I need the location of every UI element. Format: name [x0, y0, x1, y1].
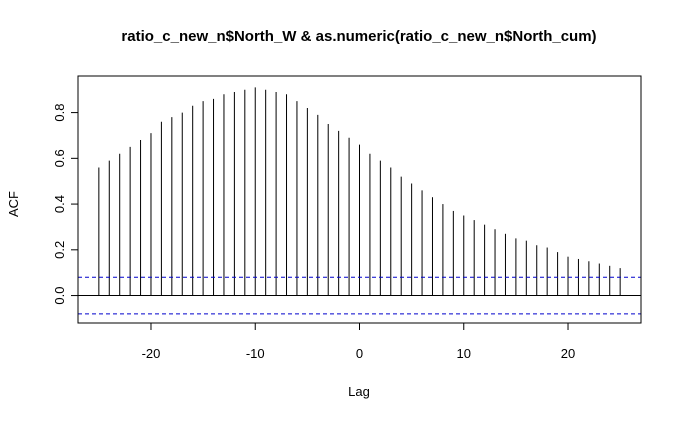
- chart-title: ratio_c_new_n$North_W & as.numeric(ratio…: [121, 28, 596, 45]
- x-tick-label: 20: [561, 346, 575, 361]
- y-axis: 0.0 0.2 0.4 0.6 0.8: [52, 104, 79, 305]
- x-tick-label: 0: [356, 346, 363, 361]
- y-tick-label: 0.4: [52, 195, 67, 213]
- x-tick-label: 10: [457, 346, 471, 361]
- x-axis-label: Lag: [348, 384, 370, 399]
- y-axis-label: ACF: [6, 191, 21, 217]
- y-tick-label: 0.2: [52, 241, 67, 259]
- y-tick-label: 0.0: [52, 287, 67, 305]
- x-tick-label: -10: [246, 346, 265, 361]
- acf-bars: [98, 87, 621, 296]
- x-tick-label: -20: [142, 346, 161, 361]
- x-axis: -20 -10 0 10 20: [142, 322, 575, 361]
- y-tick-label: 0.6: [52, 149, 67, 167]
- y-tick-label: 0.8: [52, 104, 67, 122]
